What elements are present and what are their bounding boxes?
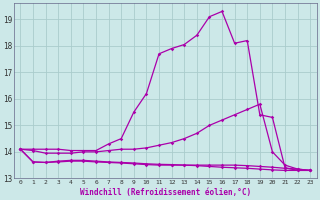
X-axis label: Windchill (Refroidissement éolien,°C): Windchill (Refroidissement éolien,°C) <box>80 188 251 197</box>
